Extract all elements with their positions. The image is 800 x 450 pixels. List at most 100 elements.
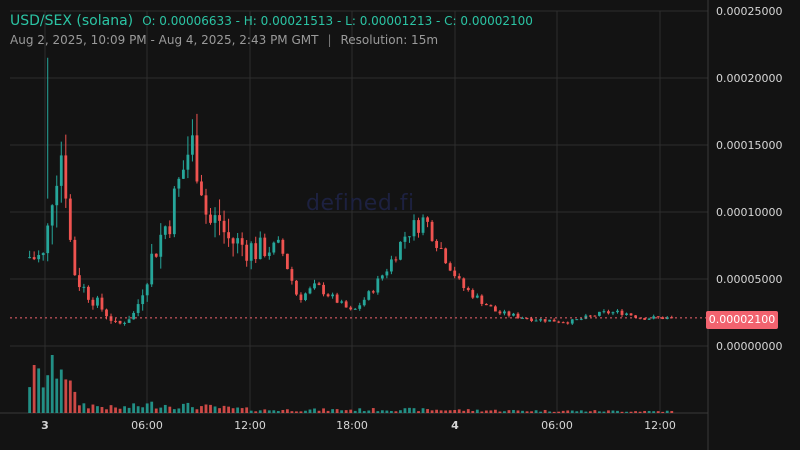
volume-bar — [222, 405, 226, 413]
volume-bar — [290, 411, 294, 413]
candle-body — [471, 290, 475, 298]
volume-bar — [448, 410, 452, 413]
candle-body — [177, 178, 181, 189]
x-tick-label: 12:00 — [234, 419, 266, 432]
candle-body — [200, 181, 203, 196]
chart-subheader: Aug 2, 2025, 10:09 PM - Aug 4, 2025, 2:4… — [10, 33, 438, 47]
volume-bar — [276, 411, 280, 413]
candle-body — [362, 299, 366, 306]
candle-body — [389, 259, 393, 272]
candle-body — [412, 220, 416, 237]
candle-body — [254, 243, 258, 260]
candle-body — [647, 318, 651, 320]
volume-bar — [295, 411, 298, 413]
volume-bar — [566, 410, 570, 413]
candle-body — [462, 278, 466, 289]
candle-body — [181, 169, 185, 179]
candle-body — [50, 205, 54, 226]
candle-body — [41, 253, 45, 256]
volume-bar — [91, 404, 95, 413]
candle-body — [231, 238, 235, 244]
volume-bar — [41, 387, 45, 413]
resolution-label: Resolution: 15m — [340, 33, 439, 47]
volume-bar — [539, 411, 543, 413]
volume-bar — [430, 410, 434, 413]
candle-body — [584, 315, 588, 319]
volume-bar — [218, 408, 221, 413]
candle-body — [602, 311, 606, 313]
watermark: defined.fi — [306, 191, 415, 216]
volume-bar — [258, 410, 262, 413]
volume-bar — [607, 410, 610, 413]
volume-bar — [498, 411, 502, 413]
candle-body — [598, 311, 601, 316]
candle-body — [96, 297, 99, 306]
volume-bar — [358, 408, 362, 413]
volume-bar — [629, 411, 633, 413]
candle-body — [512, 313, 515, 316]
candle-body — [426, 217, 429, 222]
volume-bar — [512, 409, 515, 413]
candle-body — [358, 305, 362, 309]
volume-bar — [68, 380, 72, 413]
candle-body — [457, 276, 461, 279]
candle-body — [489, 305, 493, 307]
candle-body — [408, 236, 411, 238]
volume-bar — [231, 408, 235, 413]
y-tick-label: 0.00020000 — [716, 72, 782, 85]
volume-bar — [557, 411, 561, 413]
volume-bar — [367, 410, 371, 413]
candle-body — [552, 319, 556, 322]
volume-bar — [548, 411, 552, 413]
volume-bar — [376, 411, 380, 413]
volume-bar — [493, 409, 497, 413]
candle-body — [172, 188, 176, 235]
candle-body — [493, 306, 497, 312]
volume-bar — [249, 410, 253, 413]
volume-bar — [439, 410, 443, 413]
candle-body — [290, 269, 294, 281]
candle-body — [267, 252, 271, 256]
volume-bar — [344, 410, 348, 413]
volume-bar — [380, 410, 384, 413]
candle-body — [521, 317, 524, 319]
y-tick-label: 0.00010000 — [716, 206, 782, 219]
volume-bar — [616, 410, 619, 413]
candle-body — [593, 315, 597, 317]
volume-bar — [656, 411, 660, 413]
candle-body — [326, 294, 330, 297]
candle-body — [444, 248, 448, 264]
candle-body — [475, 295, 479, 298]
volume-bar — [466, 409, 470, 413]
volume-bar — [521, 410, 524, 413]
volume-bar — [394, 411, 398, 413]
candle-body — [150, 253, 154, 285]
candle-body — [561, 322, 565, 324]
volume-bar — [462, 410, 466, 413]
volume-bar — [32, 365, 36, 413]
candle-body — [616, 310, 619, 313]
volume-bar — [322, 408, 325, 413]
candle-body — [123, 322, 126, 324]
candle-body — [367, 291, 371, 300]
volume-bar — [317, 410, 321, 413]
volume-bar — [643, 410, 647, 413]
volume-bar — [588, 411, 592, 413]
volume-bar — [593, 410, 597, 413]
volume-bar — [64, 379, 68, 413]
volume-bar — [308, 409, 312, 413]
volume-bar — [191, 407, 194, 413]
candle-body — [353, 308, 357, 310]
volume-bar — [150, 401, 154, 413]
volume-bar — [200, 406, 203, 413]
candle-body — [331, 294, 335, 297]
candle-body — [466, 288, 470, 291]
volume-bar — [534, 410, 538, 413]
candle-body — [439, 247, 443, 249]
candle-body — [453, 270, 457, 277]
candle-body — [548, 319, 552, 322]
volume-bar — [385, 410, 389, 413]
candle-body — [59, 155, 63, 186]
volume-bar — [457, 409, 461, 413]
